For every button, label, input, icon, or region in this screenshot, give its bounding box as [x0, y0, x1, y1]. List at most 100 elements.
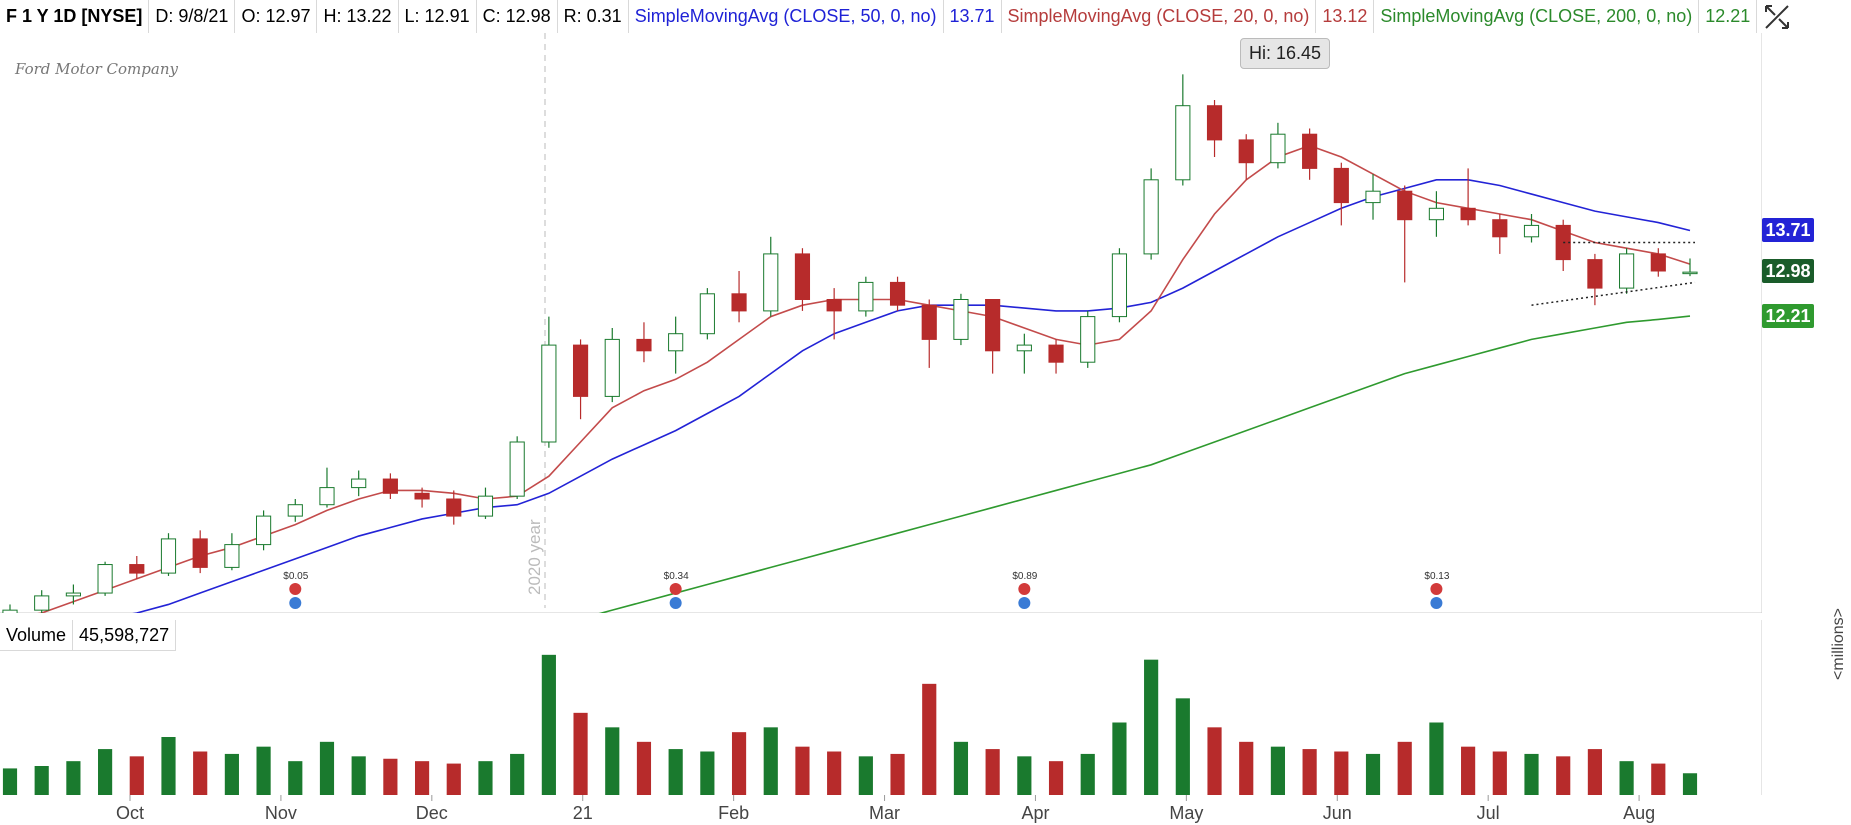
candle[interactable] — [921, 304, 937, 340]
candle[interactable] — [668, 333, 684, 352]
volume-bar[interactable] — [1144, 659, 1159, 795]
volume-bar[interactable] — [383, 758, 398, 795]
volume-bar[interactable] — [1587, 749, 1602, 795]
volume-bar[interactable] — [66, 761, 81, 795]
volume-chart[interactable]: 100200 — [0, 620, 1762, 795]
volume-bar[interactable] — [668, 749, 683, 795]
candle[interactable] — [572, 344, 589, 397]
candle[interactable] — [985, 299, 1001, 352]
sma50-label[interactable]: SimpleMovingAvg (CLOSE, 50, 0, no) — [629, 0, 944, 33]
volume-bar[interactable] — [1397, 741, 1412, 795]
candle[interactable] — [1302, 133, 1318, 169]
volume-bar[interactable] — [319, 741, 335, 795]
volume-bar[interactable] — [1017, 756, 1032, 795]
candle[interactable] — [34, 595, 50, 611]
volume-bar[interactable] — [636, 741, 652, 795]
candle[interactable] — [1619, 253, 1635, 289]
volume-bar[interactable] — [1302, 749, 1317, 795]
candle[interactable] — [826, 299, 842, 312]
volume-bar[interactable] — [1682, 773, 1698, 795]
volume-bar[interactable] — [985, 749, 1000, 795]
candle[interactable] — [1682, 271, 1698, 275]
candle[interactable] — [65, 592, 81, 597]
volume-bar[interactable] — [1112, 722, 1127, 796]
volume-bar[interactable] — [34, 766, 49, 795]
candle[interactable] — [1048, 344, 1064, 363]
volume-bar[interactable] — [922, 683, 937, 795]
candle[interactable] — [287, 504, 303, 517]
candle[interactable] — [1016, 344, 1032, 352]
volume-bar[interactable] — [1048, 761, 1064, 795]
candle[interactable] — [1492, 219, 1508, 238]
volume-bar[interactable] — [1080, 753, 1095, 795]
candle[interactable] — [1143, 179, 1159, 255]
volume-bar[interactable] — [541, 654, 556, 795]
volume-bar[interactable] — [731, 732, 747, 795]
volume-bar[interactable] — [288, 761, 303, 795]
volume-bar[interactable] — [827, 751, 842, 796]
dividend-icon[interactable] — [1018, 597, 1031, 609]
dividend-icon[interactable] — [669, 597, 682, 609]
volume-bar[interactable] — [510, 753, 525, 795]
volume-bar[interactable] — [1365, 753, 1381, 795]
volume-bar[interactable] — [1556, 756, 1571, 795]
candle[interactable] — [1460, 207, 1476, 221]
candle[interactable] — [192, 538, 208, 568]
earnings-icon[interactable] — [289, 583, 302, 595]
volume-bar[interactable] — [1207, 727, 1222, 795]
symbol-label[interactable]: F 1 Y 1D [NYSE] — [0, 0, 150, 33]
candle[interactable] — [636, 338, 652, 352]
candle[interactable] — [1333, 167, 1349, 204]
candle[interactable] — [953, 299, 969, 340]
volume-bar[interactable] — [953, 741, 969, 795]
volume-bar[interactable] — [98, 749, 113, 795]
volume-bar[interactable] — [1524, 753, 1539, 795]
candle[interactable] — [2, 609, 18, 613]
volume-bar[interactable] — [414, 761, 430, 795]
volume-bar[interactable] — [2, 768, 18, 795]
earnings-icon[interactable] — [669, 583, 682, 595]
candle[interactable] — [477, 495, 494, 517]
volume-bar[interactable] — [446, 763, 461, 795]
volume-bar[interactable] — [129, 756, 144, 795]
volume-bar[interactable] — [193, 751, 208, 796]
candle[interactable] — [1523, 224, 1540, 238]
candle[interactable] — [1428, 207, 1444, 221]
candle[interactable] — [224, 544, 240, 568]
dividend-icon[interactable] — [1430, 597, 1443, 609]
price-chart[interactable]: 7891011121314151617 $0.05$0.34$0.89$0.13 — [0, 33, 1762, 613]
volume-bar[interactable] — [256, 746, 271, 795]
volume-bar[interactable] — [858, 756, 873, 795]
candle[interactable] — [160, 538, 177, 574]
volume-bar[interactable] — [1175, 698, 1190, 795]
candle[interactable] — [1397, 190, 1413, 221]
volume-bar[interactable] — [478, 761, 493, 795]
candle[interactable] — [763, 253, 779, 312]
candle[interactable] — [731, 293, 747, 312]
candle[interactable] — [382, 478, 398, 494]
volume-bar[interactable] — [1651, 763, 1666, 795]
candle[interactable] — [1175, 105, 1191, 181]
candle[interactable] — [1365, 190, 1381, 204]
volume-bar[interactable] — [161, 737, 176, 795]
candle[interactable] — [414, 492, 430, 500]
dividend-icon[interactable] — [289, 597, 302, 609]
candle[interactable] — [319, 487, 335, 506]
volume-bar[interactable] — [351, 756, 366, 795]
candle[interactable] — [1587, 259, 1603, 289]
volume-bar[interactable] — [573, 712, 588, 795]
candle[interactable] — [858, 281, 874, 312]
candle[interactable] — [1206, 105, 1223, 141]
candle[interactable] — [604, 338, 620, 397]
candle[interactable] — [97, 564, 113, 594]
candle[interactable] — [1238, 139, 1254, 164]
volume-bar[interactable] — [763, 727, 778, 795]
candle[interactable] — [256, 515, 272, 546]
candle[interactable] — [1080, 316, 1096, 363]
candle[interactable] — [446, 498, 462, 517]
volume-bar[interactable] — [1492, 751, 1507, 796]
earnings-icon[interactable] — [1430, 583, 1443, 595]
earnings-icon[interactable] — [1018, 583, 1031, 595]
volume-bar[interactable] — [224, 753, 239, 795]
candle[interactable] — [541, 344, 557, 443]
